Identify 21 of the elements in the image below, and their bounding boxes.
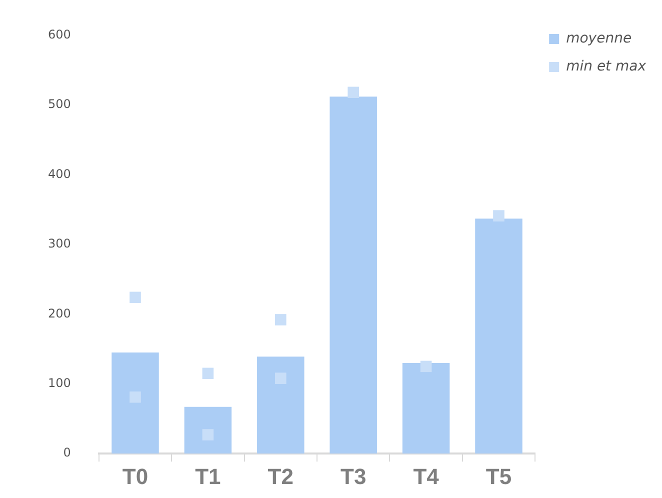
bar bbox=[184, 406, 232, 454]
bar bbox=[257, 356, 304, 454]
bar bbox=[402, 362, 450, 454]
x-tick-label: T2 bbox=[268, 464, 294, 489]
y-tick-label: 200 bbox=[48, 306, 71, 320]
x-tick-label: T1 bbox=[195, 464, 221, 489]
y-tick-label: 500 bbox=[48, 97, 71, 112]
x-tick-label: T0 bbox=[122, 464, 148, 489]
y-tick-label: 300 bbox=[48, 236, 71, 251]
y-tick-label: 600 bbox=[48, 27, 71, 42]
legend-label: moyenne bbox=[566, 30, 632, 47]
y-tick-label: 400 bbox=[48, 166, 71, 181]
x-tick-label: T3 bbox=[340, 464, 366, 489]
bar bbox=[475, 218, 522, 454]
y-tick-label: 0 bbox=[63, 446, 71, 460]
bar bbox=[330, 96, 377, 454]
x-tick-label: T4 bbox=[413, 464, 440, 489]
bar bbox=[112, 352, 159, 454]
legend-label: min et max bbox=[566, 58, 647, 75]
y-tick-label: 100 bbox=[48, 376, 71, 390]
x-tick-label: T5 bbox=[486, 464, 512, 489]
